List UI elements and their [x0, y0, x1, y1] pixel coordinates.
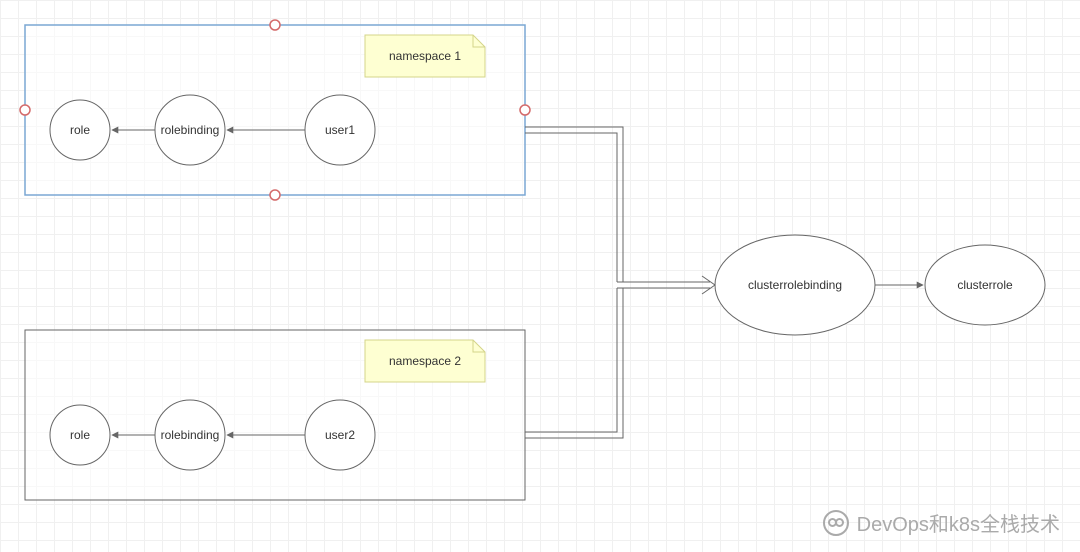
watermark: DevOps和k8s全栈技术 — [823, 508, 1060, 537]
node-rolebinding-2[interactable]: rolebinding — [155, 400, 225, 470]
node-label: role — [70, 123, 90, 137]
selection-handle[interactable] — [270, 190, 280, 200]
node-label: user2 — [325, 428, 355, 442]
node-role-1[interactable]: role — [50, 100, 110, 160]
wechat-icon — [823, 510, 849, 536]
node-label: rolebinding — [161, 123, 220, 137]
note-label: namespace 1 — [389, 49, 461, 63]
sticky-note-2[interactable]: namespace 2 — [365, 340, 485, 382]
node-label: rolebinding — [161, 428, 220, 442]
node-clusterrole[interactable]: clusterrole — [925, 245, 1045, 325]
node-clusterrolebinding[interactable]: clusterrolebinding — [715, 235, 875, 335]
node-user2[interactable]: user2 — [305, 400, 375, 470]
node-label: clusterrolebinding — [748, 278, 842, 292]
node-user1[interactable]: user1 — [305, 95, 375, 165]
diagram-canvas[interactable]: namespace 1 namespace 2 role rolebinding… — [0, 0, 1080, 552]
selection-handle[interactable] — [520, 105, 530, 115]
double-line-connector[interactable] — [525, 127, 715, 438]
selection-handle[interactable] — [270, 20, 280, 30]
note-label: namespace 2 — [389, 354, 461, 368]
sticky-note-1[interactable]: namespace 1 — [365, 35, 485, 77]
node-label: clusterrole — [957, 278, 1013, 292]
node-rolebinding-1[interactable]: rolebinding — [155, 95, 225, 165]
node-role-2[interactable]: role — [50, 405, 110, 465]
selection-handle[interactable] — [20, 105, 30, 115]
node-label: role — [70, 428, 90, 442]
node-label: user1 — [325, 123, 355, 137]
watermark-text: DevOps和k8s全栈技术 — [857, 508, 1060, 537]
